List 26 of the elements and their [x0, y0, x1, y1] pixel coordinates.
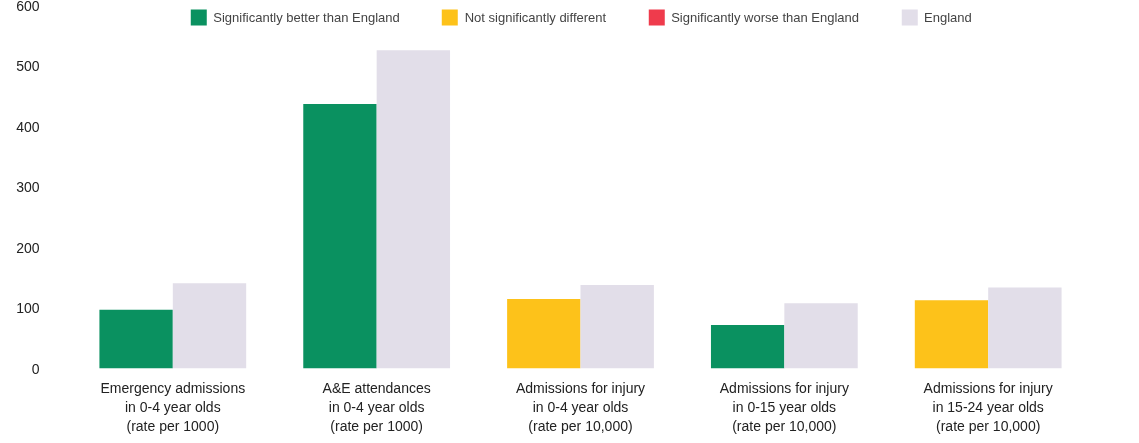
bar	[580, 285, 654, 369]
x-tick-label: Admissions for injury in 0-4 year olds (rate per 10,000)	[515, 379, 646, 434]
legend-label: England	[924, 9, 972, 25]
x-tick-label: Emergency admissions in 0-4 year olds (rate per 1000)	[100, 379, 246, 434]
x-tick-label: A&E attendances in 0-4 year olds (rate per 1000)	[322, 379, 431, 434]
y-tick-label: 400	[16, 118, 40, 135]
bar	[914, 300, 989, 369]
y-tick-label: 0	[31, 360, 40, 377]
bar	[710, 324, 785, 369]
y-tick-label: 500	[16, 58, 40, 74]
y-tick-label: 600	[16, 0, 40, 14]
bar	[988, 287, 1062, 369]
bar	[507, 298, 581, 369]
y-tick-label: 200	[16, 239, 40, 256]
legend-label: Significantly better than England	[213, 9, 400, 25]
bar	[99, 309, 173, 369]
x-tick-label: Admissions for injury in 15-24 year olds (rate per 10,000)	[923, 379, 1053, 434]
y-tick-label: 100	[16, 300, 40, 316]
bar	[376, 50, 451, 369]
x-tick-label: Admissions for injury in 0-15 year olds (rate per 10,000)	[719, 379, 849, 434]
legend-label: Significantly worse than England	[671, 9, 860, 25]
legend-label: Not significantly different	[464, 9, 607, 25]
bar	[303, 104, 377, 369]
bar	[172, 283, 247, 369]
y-tick-label: 300	[16, 179, 40, 195]
bar	[784, 303, 858, 369]
